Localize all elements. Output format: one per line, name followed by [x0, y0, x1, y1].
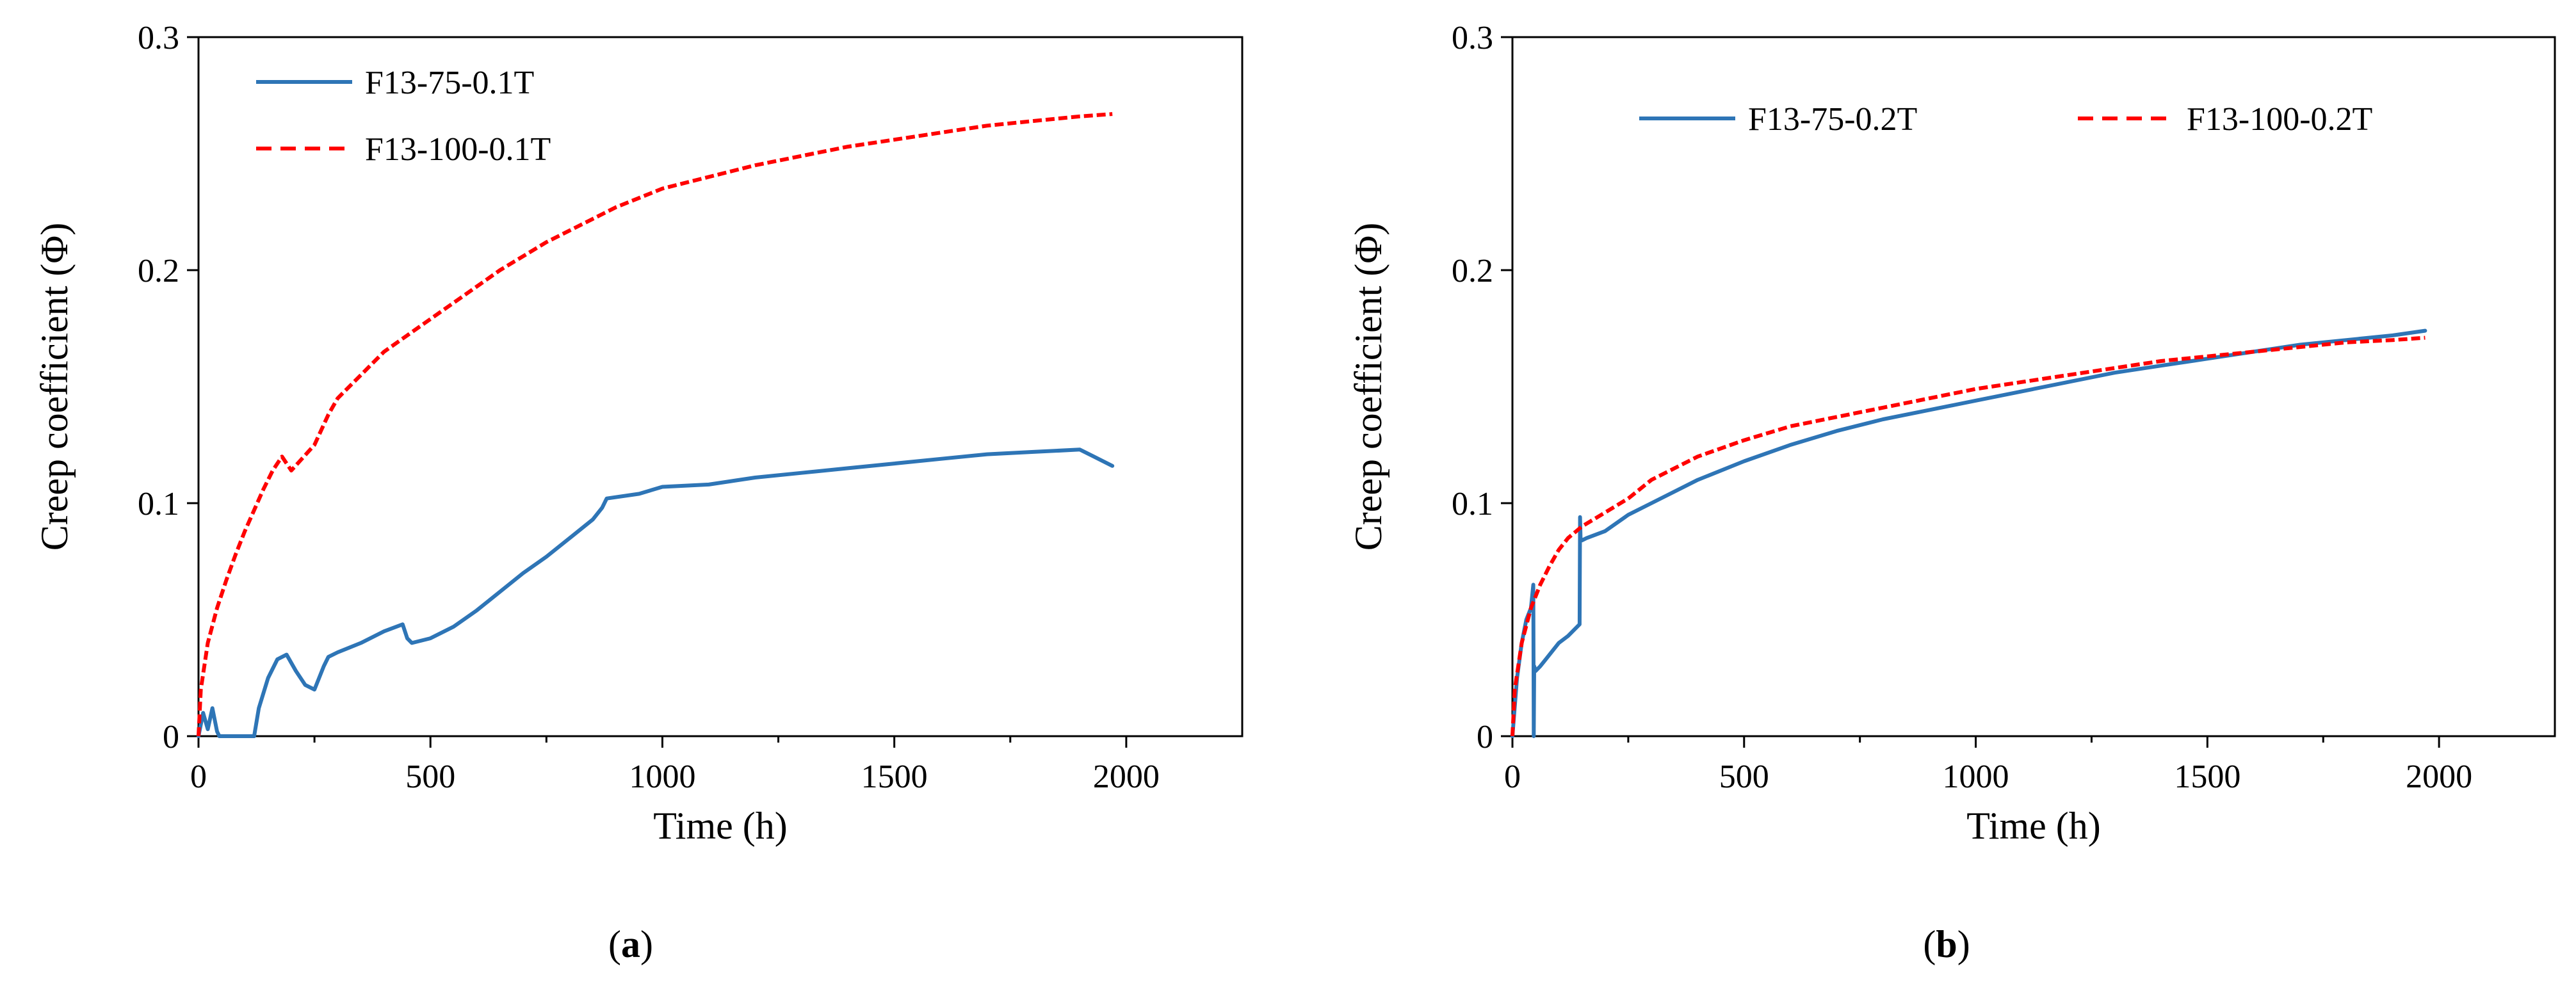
- x-tick-label: 0: [190, 759, 207, 795]
- y-tick-label: 0.1: [138, 486, 179, 522]
- x-tick-label: 1500: [861, 759, 928, 795]
- x-tick-label: 0: [1504, 759, 1521, 795]
- panel-label: (a): [608, 923, 653, 965]
- x-tick-label: 2000: [2406, 759, 2472, 795]
- chart-panel-a: 0 500 1000 1500 2000 0 0.1 0.2 0.3 Time (h) Creep …: [33, 20, 1243, 965]
- series-line-F13-100-0.2T: [1511, 335, 2426, 737]
- legend-label: F13-75-0.2T: [1748, 101, 1917, 138]
- y-axis-title: Creep coefficient (Φ): [1347, 223, 1389, 551]
- y-tick-label: 0: [163, 719, 179, 755]
- x-tick-label: 500: [405, 759, 455, 795]
- series-line-F13-75-0.1T: [197, 447, 1115, 738]
- chart-panel-b: 0 500 1000 1500 2000 0 0.1 0.2 0.3 Time (h) Creep …: [1347, 20, 2556, 965]
- x-tick-label: 1000: [629, 759, 695, 795]
- panel-label: (b): [1923, 923, 1970, 965]
- y-tick-label: 0.2: [1452, 253, 1493, 289]
- legend-label: F13-100-0.2T: [2187, 101, 2372, 138]
- series-line-F13-100-0.1T: [197, 112, 1113, 737]
- y-axis-title: Creep coefficient (Φ): [33, 223, 76, 551]
- y-tick-label: 0: [1477, 719, 1493, 755]
- plot-frame: [1511, 36, 2556, 737]
- legend-label: F13-100-0.1T: [365, 131, 551, 168]
- x-axis-title: Time (h): [653, 805, 787, 847]
- y-tick-label: 0.1: [1452, 486, 1493, 522]
- y-tick-label: 0.3: [1452, 20, 1493, 56]
- series-line-F13-75-0.2T: [1511, 328, 2427, 738]
- y-tick-label: 0.2: [138, 253, 179, 289]
- legend-label: F13-75-0.1T: [365, 65, 534, 101]
- x-tick-label: 500: [1719, 759, 1769, 795]
- plot-frame: [197, 36, 1243, 737]
- y-tick-label: 0.3: [138, 20, 179, 56]
- x-tick-label: 1500: [2174, 759, 2240, 795]
- x-axis-title: Time (h): [1966, 805, 2100, 847]
- x-tick-label: 2000: [1093, 759, 1160, 795]
- x-tick-label: 1000: [1943, 759, 2009, 795]
